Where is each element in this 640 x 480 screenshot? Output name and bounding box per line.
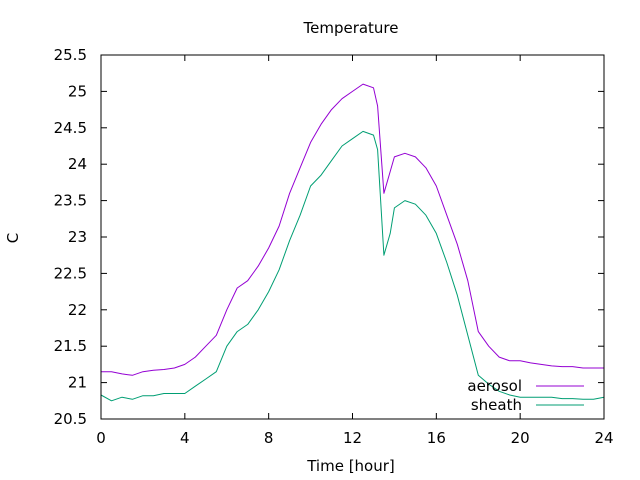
series-line-sheath: [100, 130, 605, 402]
y-tick-label: 21: [68, 374, 87, 392]
y-axis-label: C: [4, 233, 22, 243]
axis-ticks: 0 4 8 12 16 20 24 20.5 21 21.5 22 22.5 23 23.5 24 24.5 2…: [54, 46, 614, 447]
y-tick-label: 22.5: [54, 264, 87, 282]
y-tick-label: 24.5: [54, 119, 87, 137]
chart-title: Temperature: [302, 19, 398, 37]
y-tick-label: 23: [68, 228, 87, 246]
y-tick-label: 20.5: [54, 410, 87, 428]
y-tick-label: 25: [68, 82, 87, 100]
x-tick-label: 16: [427, 429, 446, 447]
series-layer: [100, 83, 605, 402]
y-tick-label: 21.5: [54, 337, 87, 355]
x-tick-label: 0: [96, 429, 106, 447]
y-tick-label: 24: [68, 155, 87, 173]
x-tick-label: 20: [511, 429, 530, 447]
x-tick-label: 12: [343, 429, 362, 447]
x-tick-label: 8: [264, 429, 274, 447]
legend-label-aerosol: aerosol: [467, 377, 522, 395]
legend-label-sheath: sheath: [471, 396, 522, 414]
x-tick-label: 24: [594, 429, 613, 447]
x-tick-label: 4: [180, 429, 190, 447]
x-axis-label: Time [hour]: [306, 457, 395, 475]
y-tick-label: 22: [68, 301, 87, 319]
plot-frame: [100, 54, 605, 420]
y-tick-label: 23.5: [54, 192, 87, 210]
series-line-aerosol: [101, 83, 604, 376]
y-tick-label: 25.5: [54, 46, 87, 64]
